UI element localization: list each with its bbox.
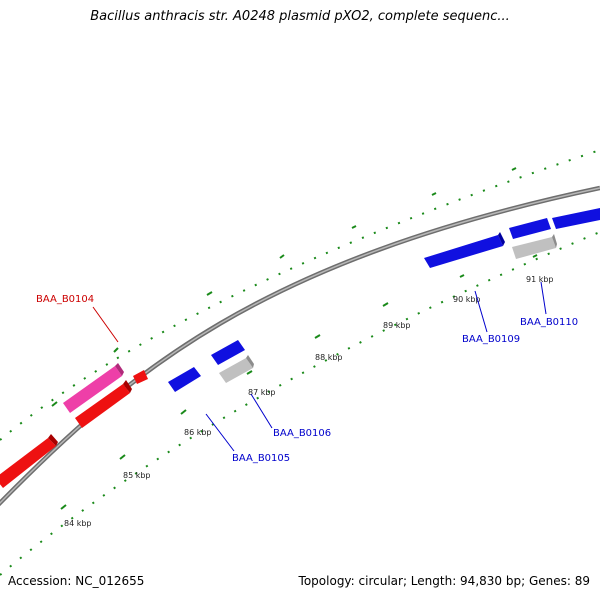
- backbone-arc: [0, 185, 600, 507]
- gene-blue-b0106[interactable]: [211, 340, 245, 365]
- gene-label-b0104[interactable]: BAA_B0104: [36, 294, 94, 305]
- gene-label-b0105[interactable]: BAA_B0105: [232, 453, 290, 464]
- inner-major-ticks: [60, 254, 538, 510]
- gene-red-mid[interactable]: [75, 384, 130, 428]
- kbp-label-85: 85 kbp: [123, 471, 151, 480]
- gene-label-b0110[interactable]: BAA_B0110: [520, 317, 578, 328]
- label-leaders: [92, 281, 547, 452]
- forward-strand-genes: [168, 208, 600, 392]
- kbp-label-91: 91 kbp: [526, 275, 554, 284]
- gene-labels: BAA_B0104 BAA_B0105 BAA_B0106 BAA_B0109 …: [36, 294, 578, 464]
- gene-grey-b0106[interactable]: [219, 358, 253, 383]
- gene-pink[interactable]: [63, 366, 122, 413]
- gene-blue-b0105[interactable]: [168, 367, 201, 392]
- accession-text: Accession: NC_012655: [8, 574, 145, 588]
- gene-blue-b0110[interactable]: [509, 218, 551, 239]
- kbp-labels: 84 kbp 85 kbp 86 kbp 87 kbp 88 kbp 89 kb…: [64, 275, 554, 528]
- gene-red-small[interactable]: [133, 370, 148, 384]
- gene-blue-b0109[interactable]: [424, 235, 503, 268]
- outer-major-ticks: [51, 167, 517, 407]
- kbp-label-86: 86 kbp: [184, 428, 212, 437]
- kbp-label-84: 84 kbp: [64, 519, 92, 528]
- kbp-label-89: 89 kbp: [383, 321, 411, 330]
- topology-text: Topology: circular; Length: 94,830 bp; G…: [298, 574, 590, 588]
- gene-red-large[interactable]: [0, 438, 56, 488]
- kbp-label-88: 88 kbp: [315, 353, 343, 362]
- kbp-label-90: 90 kbp: [453, 295, 481, 304]
- reverse-strand-genes: [0, 363, 148, 488]
- gene-label-b0106[interactable]: BAA_B0106: [273, 428, 331, 439]
- kbp-label-87: 87 kbp: [248, 388, 276, 397]
- gene-grey-b0110[interactable]: [512, 237, 556, 259]
- gene-blue-edge[interactable]: [552, 208, 600, 229]
- map-title: Bacillus anthracis str. A0248 plasmid pX…: [90, 9, 510, 24]
- gene-label-b0109[interactable]: BAA_B0109: [462, 334, 520, 345]
